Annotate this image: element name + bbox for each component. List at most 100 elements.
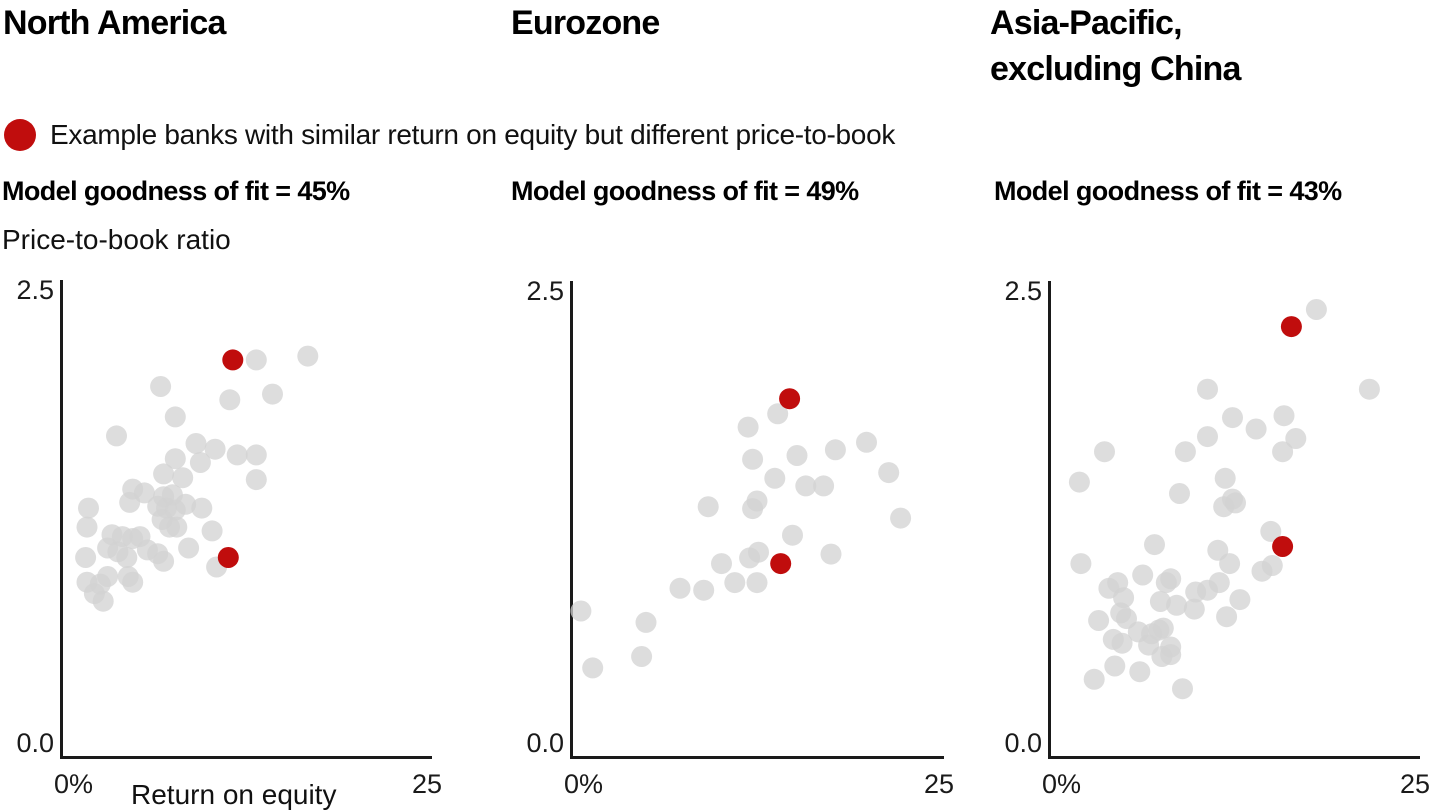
data-point: [890, 507, 912, 529]
data-point: [1225, 492, 1246, 514]
data-point: [106, 425, 127, 447]
data-point: [764, 467, 786, 489]
data-point: [1272, 441, 1294, 463]
data-point: [724, 572, 746, 594]
x-axis-title: Return on equity: [131, 779, 337, 810]
data-point: [742, 498, 764, 520]
data-point: [119, 491, 141, 513]
data-point: [795, 475, 817, 497]
data-point: [1261, 555, 1283, 576]
data-point: [813, 475, 835, 497]
data-point: [185, 433, 207, 454]
data-point: [116, 547, 138, 568]
data-point: [1174, 441, 1196, 463]
data-point: [201, 520, 223, 542]
data-point: [570, 600, 592, 622]
data-point: [92, 590, 114, 612]
legend: Example banks with similar return on equ…: [4, 119, 895, 151]
x-axis-tick-max: 25: [1399, 769, 1430, 799]
x-axis-tick-max: 25: [411, 769, 442, 799]
data-point: [635, 611, 657, 633]
y-axis-tick-min: 0.0: [526, 728, 564, 758]
data-point: [1222, 407, 1243, 429]
title-line: excluding China: [990, 50, 1241, 88]
model-fit-label: Model goodness of fit = 43%: [994, 176, 1342, 206]
x-axis-tick-min: 0%: [1042, 769, 1082, 799]
y-axis-tick-max: 2.5: [526, 276, 564, 306]
data-point: [1229, 589, 1251, 611]
chart-title-asia-pacific: Asia-Pacific, excluding China: [990, 0, 1241, 92]
x-axis-tick-min: 0%: [54, 769, 94, 799]
chart-title-eurozone: Eurozone: [511, 0, 660, 46]
data-point: [1094, 441, 1115, 463]
data-point: [1260, 520, 1282, 542]
data-point: [1160, 644, 1182, 666]
data-point: [245, 349, 267, 371]
data-point: [1068, 471, 1090, 493]
title-line: Asia-Pacific,: [990, 4, 1183, 42]
data-point: [820, 543, 842, 565]
data-point: [878, 462, 900, 484]
data-point: [697, 496, 719, 518]
data-point: [166, 516, 188, 538]
data-point: [1149, 591, 1171, 612]
data-point: [1305, 299, 1327, 320]
data-point: [742, 448, 764, 470]
data-point: [1083, 668, 1105, 690]
data-point: [178, 537, 200, 559]
data-point: [76, 516, 98, 538]
data-point: [1152, 617, 1174, 639]
data-point: [172, 467, 194, 489]
data-point: [1144, 534, 1165, 556]
data-point: [189, 452, 211, 473]
data-point: [631, 646, 653, 667]
data-point: [153, 550, 175, 572]
title-line: Eurozone: [511, 4, 660, 42]
title-line: North America: [3, 4, 226, 42]
y-axis-tick-max: 2.5: [1004, 276, 1042, 306]
legend-label: Example banks with similar return on equ…: [50, 119, 896, 150]
data-point: [1285, 428, 1307, 449]
data-point: [693, 579, 715, 601]
axis-lines: [60, 280, 432, 759]
data-point: [1088, 610, 1110, 631]
model-fit-label: Model goodness of fit = 49%: [511, 176, 859, 206]
data-point: [1183, 598, 1205, 620]
data-point: [739, 547, 761, 569]
data-point: [1273, 405, 1295, 427]
scatter-plot-north-america: [60, 280, 432, 759]
data-point: [164, 406, 186, 428]
scatter-plot-eurozone: [570, 281, 944, 759]
data-point: [219, 389, 241, 411]
data-point: [1197, 426, 1218, 448]
data-point: [711, 553, 732, 575]
x-axis-tick-max: 25: [923, 769, 954, 799]
data-point: [1219, 553, 1241, 575]
data-point: [150, 376, 172, 397]
data-point: [1214, 467, 1236, 489]
data-point: [245, 444, 267, 466]
data-point: [1155, 572, 1177, 594]
scatter-plot-asia-pacific: [1048, 281, 1420, 759]
data-point: [1172, 678, 1193, 700]
data-point-highlight: [1280, 316, 1302, 338]
data-point: [1197, 378, 1218, 400]
data-point: [782, 524, 803, 546]
data-point: [75, 547, 97, 568]
data-point: [262, 383, 283, 405]
x-axis-tick-min: 0%: [564, 769, 604, 799]
data-point: [175, 493, 197, 515]
data-point: [97, 566, 119, 587]
y-axis-tick-max: 2.5: [16, 275, 54, 305]
data-point: [1358, 378, 1380, 400]
data-point: [78, 497, 99, 519]
data-point: [297, 345, 319, 367]
data-point: [824, 439, 846, 461]
data-point: [122, 571, 144, 593]
data-point-highlight: [1272, 536, 1294, 557]
chart-title-north-america: North America: [3, 0, 226, 46]
data-point: [1129, 661, 1151, 683]
y-axis-tick-min: 0.0: [16, 728, 54, 758]
data-point: [1208, 572, 1230, 594]
